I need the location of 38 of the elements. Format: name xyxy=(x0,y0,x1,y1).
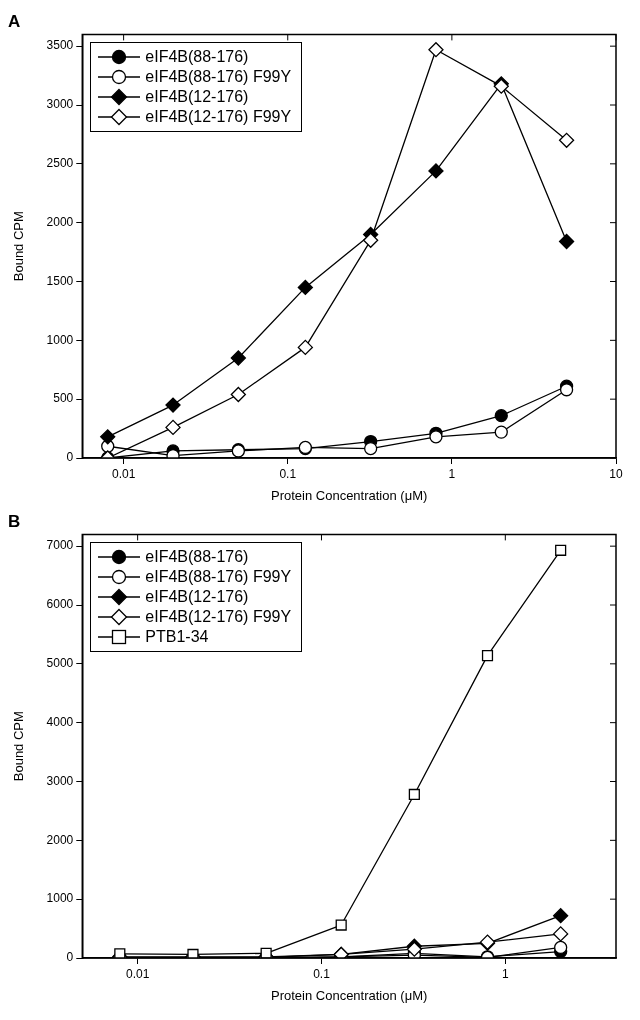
legend-label: eIF4B(88-176) xyxy=(145,547,249,568)
legend-label: eIF4B(88-176) xyxy=(145,47,249,68)
y-tick-label: 3000 xyxy=(46,97,74,112)
y-tick-label: 4000 xyxy=(46,714,74,729)
legend-label: PTB1-34 xyxy=(145,627,209,648)
y-axis-title: Bound CPM xyxy=(11,711,27,782)
y-tick-label: 1000 xyxy=(46,332,74,347)
chart-title: A xyxy=(8,11,21,31)
y-tick-label: 5000 xyxy=(46,656,74,671)
x-tick-label: 0.1 xyxy=(313,966,331,981)
x-tick-label: 0.1 xyxy=(279,466,297,481)
legend-label: eIF4B(88-176) F99Y xyxy=(145,67,292,88)
x-tick-label: 1 xyxy=(448,466,456,481)
y-tick-label: 0 xyxy=(66,450,74,465)
legend-label: eIF4B(12-176) F99Y xyxy=(145,107,292,128)
x-axis-title: Protein Concentration (μM) xyxy=(270,487,428,503)
x-tick-label: 0.01 xyxy=(125,966,150,981)
y-tick-label: 2000 xyxy=(46,214,74,229)
y-tick-label: 3500 xyxy=(46,38,74,53)
x-tick-label: 0.01 xyxy=(111,466,136,481)
x-axis-title: Protein Concentration (μM) xyxy=(270,987,428,1003)
y-tick-label: 1500 xyxy=(46,273,74,288)
y-tick-label: 6000 xyxy=(46,597,74,612)
y-tick-label: 0 xyxy=(66,950,74,965)
y-axis-title: Bound CPM xyxy=(11,211,27,282)
y-tick-label: 7000 xyxy=(46,538,74,553)
chart-title: B xyxy=(8,511,21,531)
legend-label: eIF4B(12-176) xyxy=(145,587,249,608)
y-tick-label: 500 xyxy=(53,391,74,406)
legend-label: eIF4B(88-176) F99Y xyxy=(145,567,292,588)
legend-label: eIF4B(12-176) F99Y xyxy=(145,607,292,628)
y-tick-label: 2000 xyxy=(46,832,74,847)
y-tick-label: 1000 xyxy=(46,891,74,906)
legend-label: eIF4B(12-176) xyxy=(145,87,249,108)
x-tick-label: 1 xyxy=(501,966,509,981)
x-tick-label: 10 xyxy=(609,466,623,481)
y-tick-label: 2500 xyxy=(46,156,74,171)
y-tick-label: 3000 xyxy=(46,773,74,788)
